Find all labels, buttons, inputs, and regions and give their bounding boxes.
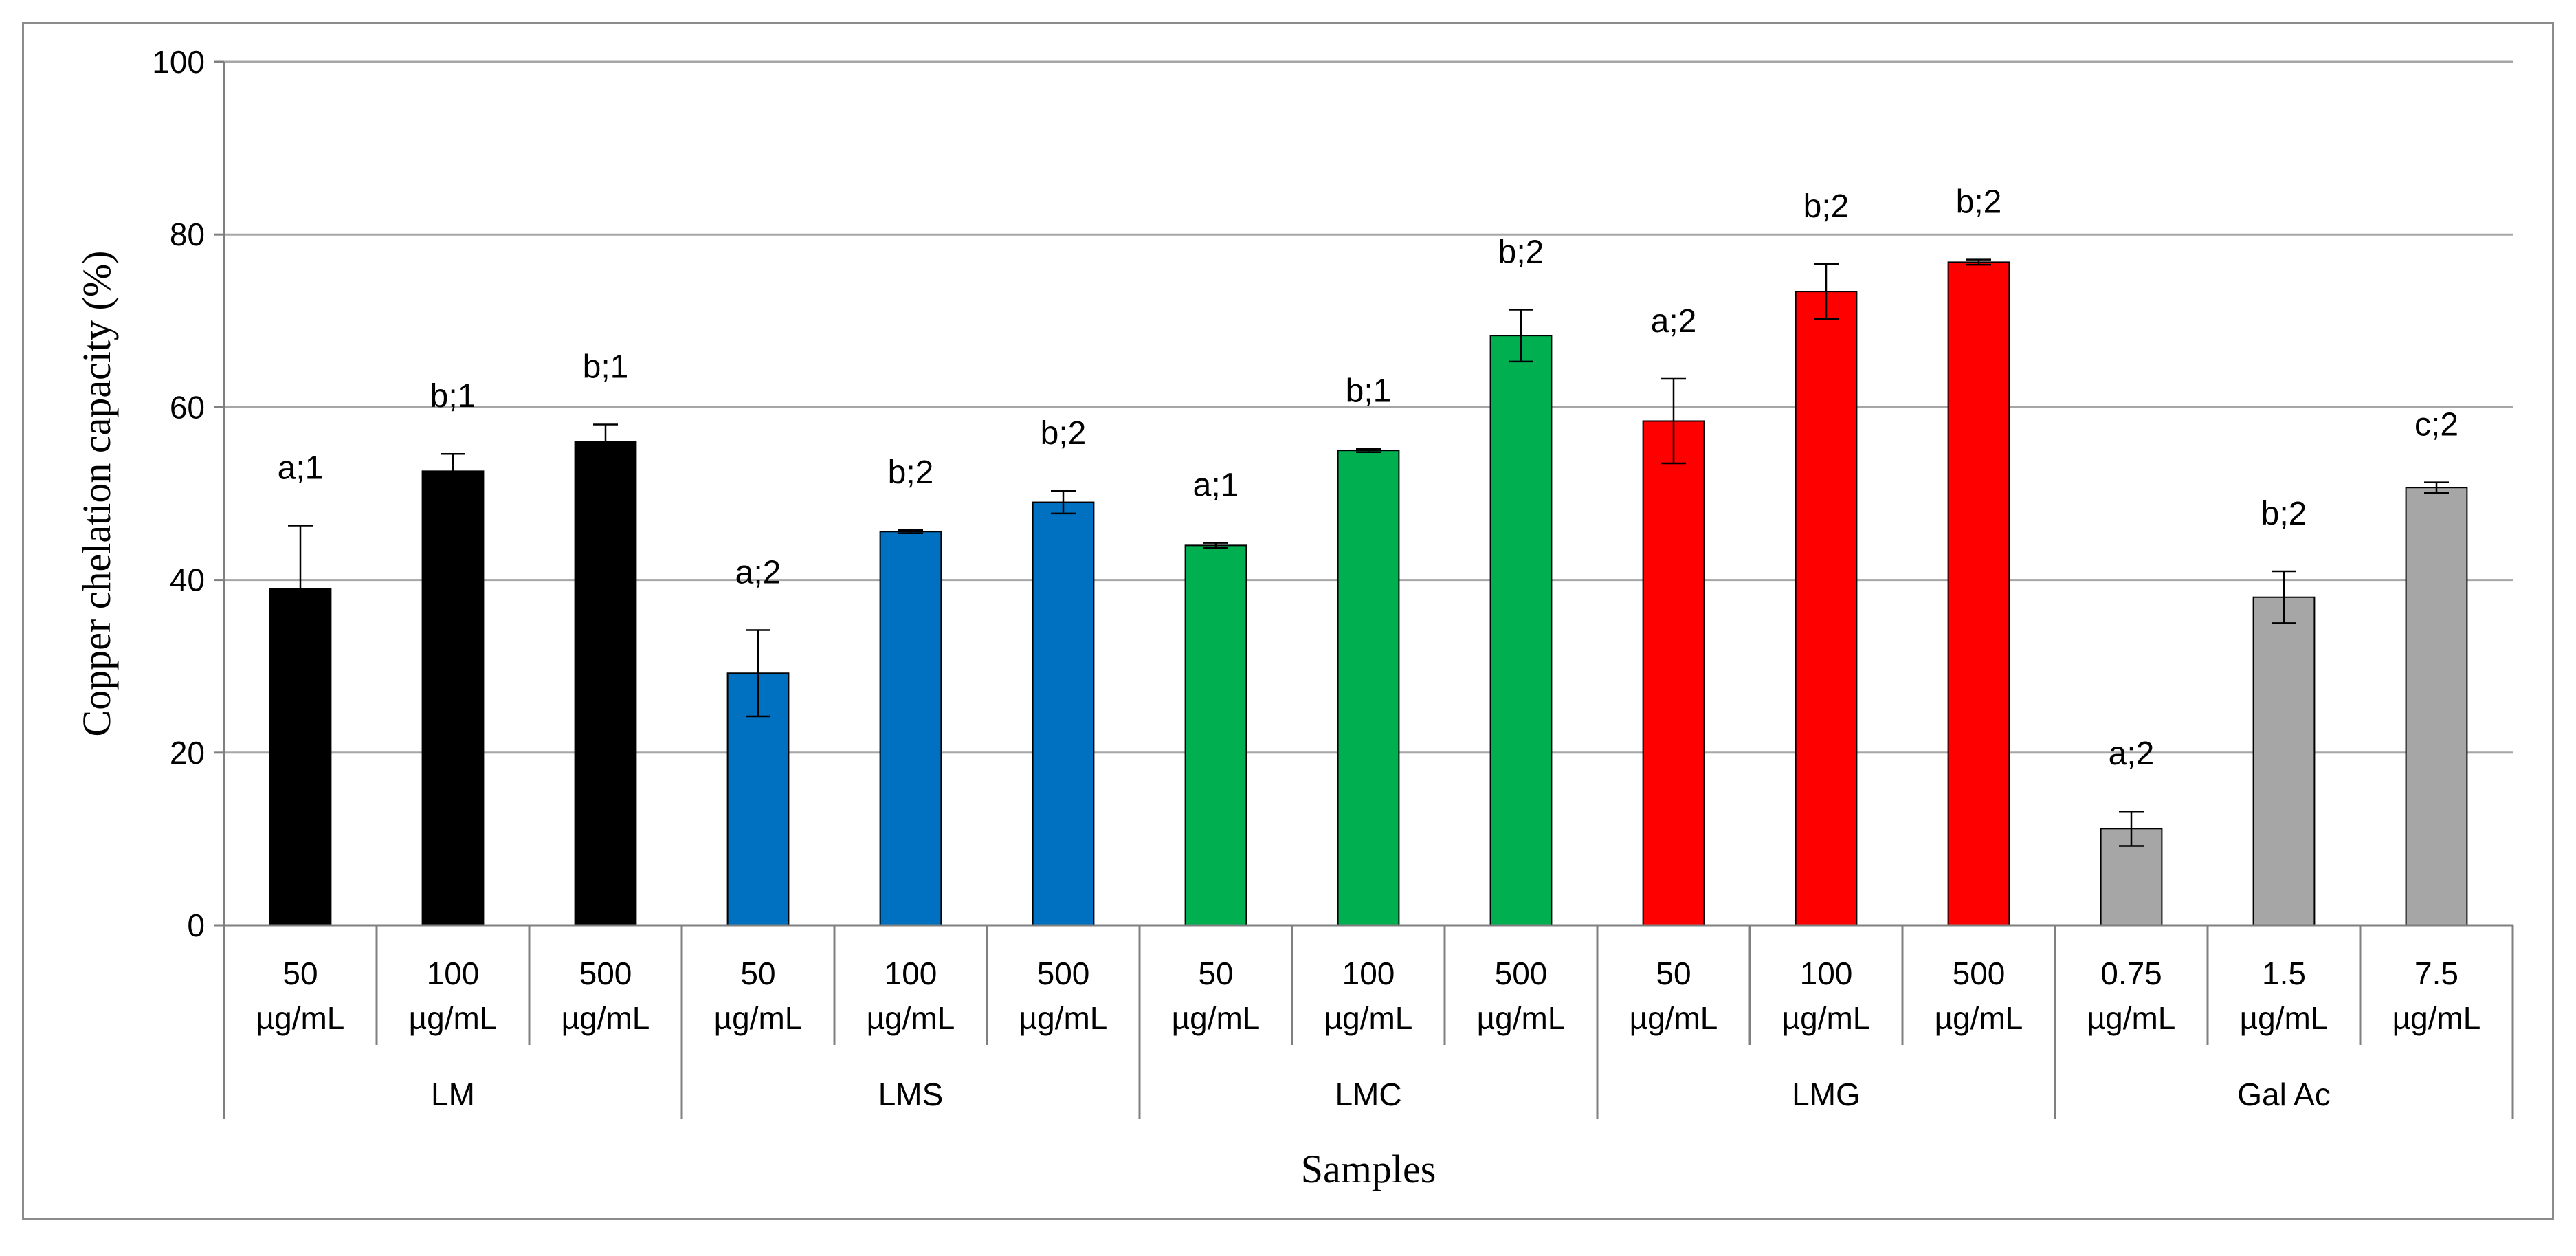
data-label: a;2 [1651,303,1697,340]
category-label: 100 [885,956,937,991]
category-label: 100 [427,956,480,991]
category-label: 500 [1953,956,2006,991]
axes: 0 20 40 60 80 100 50 µg/mL 100 µg/mL 500 µg/mL LM 50 µ… [152,44,2514,1119]
category-unit: µg/mL [714,1000,803,1036]
bar [1489,335,1553,927]
data-label: a;1 [278,450,324,486]
y-tick-label: 80 [170,217,205,252]
group-label: LMS [878,1077,944,1112]
category-unit: µg/mL [1019,1000,1108,1036]
category-unit: µg/mL [1324,1000,1413,1036]
y-tick-label: 0 [187,907,205,943]
category-unit: µg/mL [867,1000,955,1036]
category-label: 50 [282,956,318,991]
category-unit: µg/mL [1477,1000,1566,1036]
bar [879,531,942,926]
data-label: b;2 [2261,496,2307,532]
group-label: Gal Ac [2237,1077,2331,1112]
category-label: 500 [579,956,632,991]
x-axis-title: Samples [1301,1147,1436,1191]
bar [1947,261,2010,926]
data-label: a;2 [735,554,781,591]
category-unit: µg/mL [2240,1000,2329,1036]
data-label: b;2 [1041,415,1087,452]
category-label: 500 [1495,956,1548,991]
bar [1184,544,1247,926]
category-label: 100 [1342,956,1395,991]
category-label: 100 [1800,956,1853,991]
bar [2252,596,2316,926]
data-label: a;1 [1193,467,1239,504]
bars: a;1 b;1 b;1 a;2 b;2 b;2 a;1 b;1 b;2 a;2 b;2 b;2 a;2 b… [269,184,2468,927]
bar [2405,487,2468,926]
category-label: 7.5 [2414,956,2458,991]
y-tick-label: 60 [170,389,205,425]
category-unit: µg/mL [1630,1000,1718,1036]
bar [2100,828,2163,926]
data-label: b;1 [583,349,629,386]
data-label: a;2 [2109,736,2155,772]
data-label: b;1 [430,378,476,415]
category-unit: µg/mL [1935,1000,2023,1036]
category-label: 0.75 [2100,956,2162,991]
category-label: 50 [1198,956,1233,991]
data-label: b;2 [1498,234,1544,270]
data-label: b;2 [1956,184,2002,221]
data-label: c;2 [2414,407,2458,443]
bar [1337,450,1400,926]
category-unit: µg/mL [562,1000,650,1036]
category-unit: µg/mL [409,1000,498,1036]
bar [1642,420,1705,926]
category-label: 500 [1037,956,1090,991]
category-unit: µg/mL [1172,1000,1261,1036]
y-tick-label: 20 [170,735,205,771]
data-label: b;2 [888,454,934,491]
category-label: 1.5 [2262,956,2306,991]
y-tick-label: 40 [170,562,205,598]
category-unit: µg/mL [256,1000,345,1036]
category-unit: µg/mL [2392,1000,2481,1036]
y-tick-label: 100 [152,44,205,80]
group-label: LM [431,1077,475,1112]
data-label: b;2 [1803,188,1850,225]
category-label: 50 [1656,956,1691,991]
group-label: LMC [1335,1077,1401,1112]
group-label: LMG [1792,1077,1861,1112]
category-label: 50 [740,956,775,991]
y-axis-title: Copper chelation capacity (%) [74,251,119,737]
data-label: b;1 [1346,373,1392,410]
bar [421,470,485,926]
bar [574,441,637,926]
bar [1032,501,1095,926]
category-unit: µg/mL [1782,1000,1871,1036]
bar [1795,291,1858,926]
category-unit: µg/mL [2087,1000,2176,1036]
